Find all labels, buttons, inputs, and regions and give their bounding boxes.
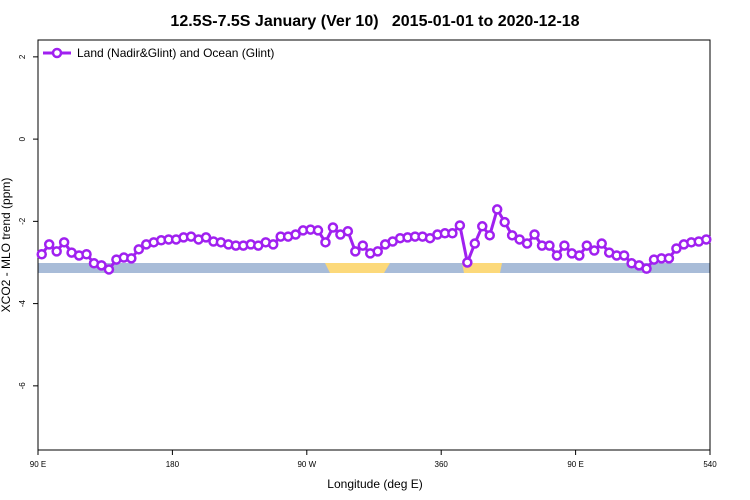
land-segment [325,263,390,273]
data-point [551,250,563,261]
x-tick-label: 360 [435,460,449,469]
data-point [641,263,652,274]
data-point [671,243,682,254]
x-tick-label: 90 W [297,460,316,469]
chart-title: 12.5S-7.5S January (Ver 10) 2015-01-01 t… [170,13,579,30]
data-point [559,240,570,251]
data-point [491,204,503,215]
y-tick-label: 2 [18,54,27,59]
land-segment [462,263,502,273]
data-point [589,245,600,256]
legend-marker [51,47,63,59]
data-point [312,225,324,236]
data-point [126,253,137,264]
data-point [469,238,481,249]
data-point [200,232,212,243]
y-tick-label: -6 [18,382,27,390]
data-point [103,264,115,275]
data-point [618,250,630,261]
y-tick-label: -2 [18,217,27,225]
data-point [96,260,107,271]
data-point [477,221,488,232]
data-point [574,250,585,261]
data-point [357,240,369,251]
data-point [43,239,55,250]
data-point [544,240,555,251]
data-point [596,238,607,249]
data-point [51,246,62,257]
data-point [521,238,533,249]
data-point [267,239,279,250]
data-point [350,246,361,257]
data-point [320,237,331,248]
data-point [36,249,47,260]
data-point [663,253,675,264]
data-point [529,229,540,240]
data-point [454,220,466,231]
x-axis-label: Longitude (deg E) [327,477,422,491]
data-point [701,234,712,245]
data-point [462,257,473,268]
x-tick-label: 180 [166,460,180,469]
data-point [342,225,354,237]
data-point [581,240,593,251]
data-point [499,216,510,228]
data-point [133,244,145,255]
series-line [40,205,707,272]
data-point [447,228,458,239]
data-point [484,230,495,241]
data-point [58,237,70,248]
plot-frame [37,39,711,451]
x-tick-label: 540 [703,460,717,469]
data-point [290,229,301,240]
y-tick-label: 0 [18,136,27,141]
data-point [372,246,383,257]
data-point [81,249,92,260]
y-tick-label: -4 [18,299,27,307]
legend-label: Land (Nadir&Glint) and Ocean (Glint) [77,46,274,60]
data-point [506,230,518,241]
data-point [514,234,525,245]
x-tick-label: 90 E [30,460,46,469]
y-axis-label: XCO2 - MLO trend (ppm) [0,178,13,313]
data-point [327,222,339,233]
x-tick-label: 90 E [567,460,583,469]
